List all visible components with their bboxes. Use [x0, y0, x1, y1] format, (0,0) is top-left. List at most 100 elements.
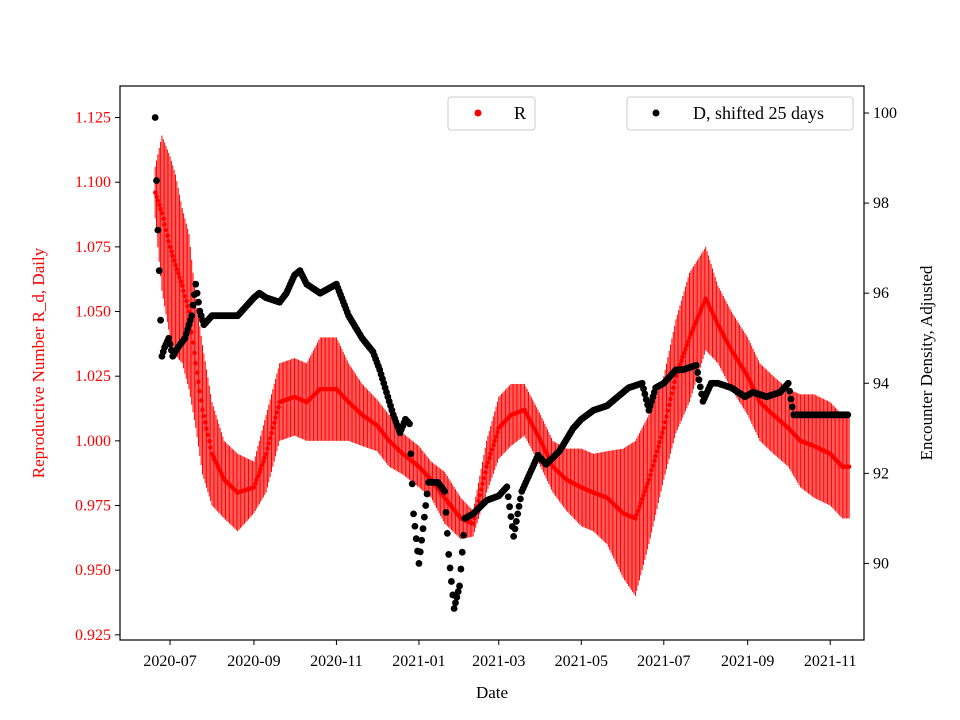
d-point	[418, 536, 426, 544]
d-point	[157, 316, 164, 324]
d-point	[512, 517, 520, 525]
x-tick-label: 2021-11	[804, 653, 857, 670]
d-point	[514, 510, 522, 518]
d-point	[189, 301, 197, 309]
left-y-tick-label: 0.975	[75, 498, 111, 515]
d-point	[450, 605, 458, 612]
legend-r-label: R	[514, 103, 526, 123]
legend-d-label: D, shifted 25 days	[693, 103, 824, 123]
d-point	[642, 396, 650, 403]
r-point	[846, 464, 852, 469]
d-point	[408, 480, 416, 488]
x-axis: 2020-07 2020-09 2020-11 2021-01 2021-03 2021-…	[143, 640, 857, 670]
d-point	[784, 379, 792, 387]
d-point	[788, 403, 796, 411]
d-point	[407, 450, 415, 458]
d-point	[453, 593, 461, 601]
right-y-axis: 90 92 94 96 98 100	[864, 105, 897, 572]
d-point	[442, 508, 450, 516]
d-point	[166, 340, 174, 348]
d-point	[192, 280, 200, 288]
d-point	[844, 411, 852, 419]
plot-area	[151, 114, 852, 612]
d-point	[517, 495, 524, 503]
right-y-axis-title: Encounter Density, Adjusted	[917, 265, 936, 460]
x-tick-label: 2021-09	[721, 653, 774, 670]
left-y-axis: 0.925 0.950 0.975 1.000 1.025 1.050 1.075 1.100…	[75, 110, 120, 644]
left-y-tick-label: 0.925	[75, 627, 111, 644]
d-point	[696, 383, 704, 391]
d-point	[415, 560, 423, 567]
series-r	[152, 135, 852, 597]
plot-frame	[119, 85, 865, 641]
d-point	[694, 369, 702, 376]
d-point	[151, 114, 159, 121]
d-point	[195, 298, 202, 306]
right-y-tick-label: 100	[873, 105, 897, 122]
d-point	[457, 565, 465, 573]
d-point	[411, 522, 419, 530]
x-tick-label: 2020-09	[227, 653, 280, 670]
d-point	[695, 376, 703, 384]
x-tick-label: 2021-03	[472, 653, 525, 670]
d-point	[419, 525, 427, 533]
x-axis-title: Date	[476, 683, 508, 702]
d-point	[787, 395, 795, 403]
d-point	[515, 502, 523, 510]
left-y-tick-label: 1.100	[75, 174, 111, 191]
d-point	[188, 312, 196, 320]
legend-d-box	[626, 96, 854, 131]
d-point	[640, 385, 647, 393]
x-tick-label: 2020-11	[310, 653, 363, 670]
d-point	[510, 533, 518, 540]
right-y-tick-label: 94	[873, 375, 889, 392]
x-tick-label: 2021-01	[392, 653, 445, 670]
left-y-axis-title: Reproductive Number R_d, Daily	[29, 247, 48, 478]
right-y-tick-label: 92	[873, 465, 889, 482]
d-point	[458, 548, 466, 556]
d-point	[786, 387, 793, 395]
right-y-tick-label: 96	[873, 285, 889, 302]
d-point	[412, 535, 420, 543]
d-point	[445, 551, 453, 558]
d-point	[452, 599, 459, 607]
d-point	[410, 510, 417, 518]
d-point	[460, 531, 467, 539]
d-point	[441, 487, 449, 495]
d-point	[422, 502, 430, 509]
d-point	[155, 267, 163, 275]
d-point	[641, 390, 649, 398]
d-point	[193, 289, 201, 297]
legend-d-marker	[652, 109, 660, 117]
legend-r: R	[447, 96, 536, 131]
d-point	[423, 490, 431, 498]
right-y-tick-label: 98	[873, 195, 889, 212]
d-point	[443, 530, 451, 537]
d-point	[406, 420, 413, 428]
left-y-tick-label: 1.125	[75, 110, 111, 127]
left-y-tick-label: 1.075	[75, 239, 111, 256]
left-y-tick-label: 1.025	[75, 368, 111, 385]
legend-d: D, shifted 25 days	[626, 96, 854, 131]
left-y-tick-label: 0.950	[75, 562, 111, 579]
left-y-tick-label: 1.050	[75, 304, 111, 321]
left-y-tick-label: 1.000	[75, 433, 111, 450]
d-point	[153, 177, 160, 184]
d-point	[692, 361, 700, 369]
d-point	[448, 578, 455, 585]
d-point	[154, 226, 162, 234]
d-point	[503, 483, 511, 491]
x-tick-label: 2021-07	[637, 653, 690, 670]
d-point	[504, 493, 512, 501]
d-point	[420, 513, 428, 521]
d-point	[507, 513, 515, 520]
right-y-tick-label: 90	[873, 555, 889, 572]
x-tick-label: 2021-05	[555, 653, 608, 670]
d-point	[446, 564, 454, 572]
d-point	[506, 503, 513, 511]
legend-r-marker	[474, 109, 482, 117]
d-point	[638, 379, 646, 387]
d-point	[511, 525, 519, 533]
d-point	[165, 334, 173, 342]
x-tick-label: 2020-07	[143, 653, 196, 670]
